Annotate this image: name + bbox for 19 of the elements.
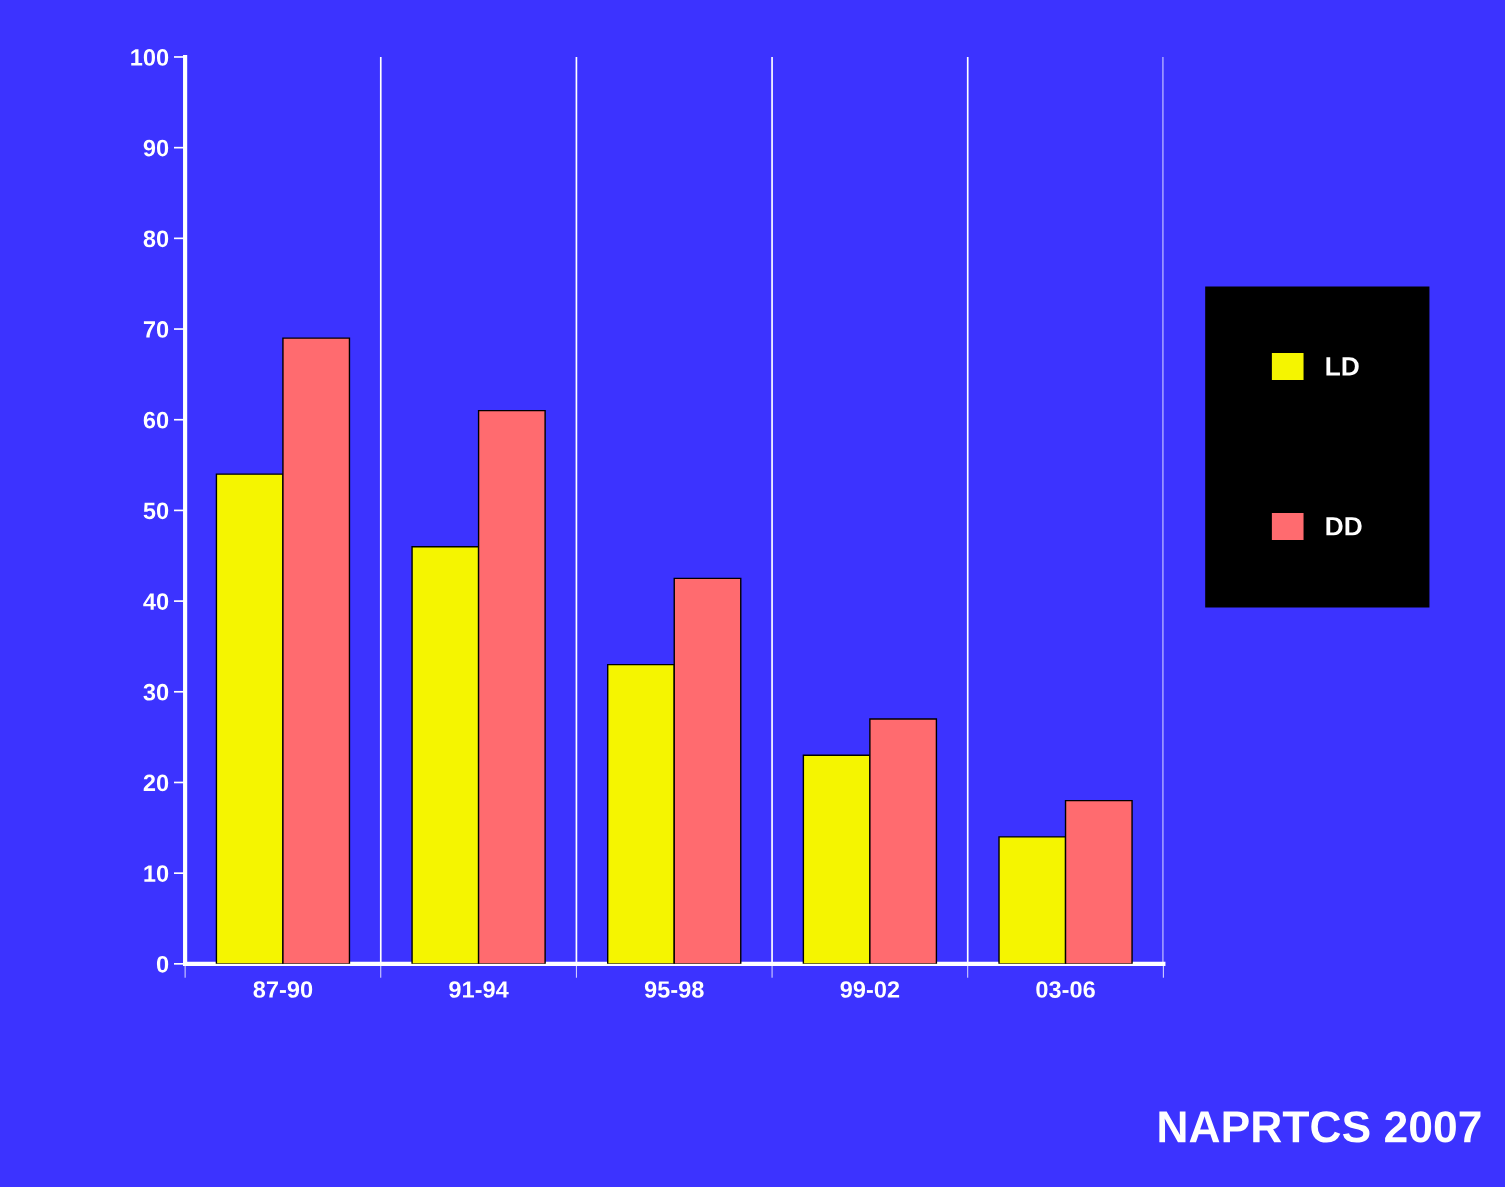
y-tick-label: 60 xyxy=(143,411,169,429)
legend-label: DD xyxy=(1326,517,1362,536)
x-tick-label: 87-90 xyxy=(253,981,313,998)
x-tick-label: 99-02 xyxy=(840,981,900,998)
y-tick-label: 20 xyxy=(143,774,169,792)
x-tick-label: 03-06 xyxy=(1036,981,1095,998)
y-tick-label: 10 xyxy=(144,865,169,882)
y-tick-label: 80 xyxy=(143,230,169,248)
y-tick-label: 40 xyxy=(143,593,169,610)
y-tick-label: 50 xyxy=(143,502,169,520)
text: NAPRTCS 2007 xyxy=(1159,1111,1481,1143)
x-tick-label: 91-94 xyxy=(449,981,509,998)
y-tick-label: 0 xyxy=(156,955,169,973)
y-tick-label: 100 xyxy=(131,49,169,66)
y-tick-label: 70 xyxy=(143,321,169,338)
x-tick-label: 95-98 xyxy=(644,981,704,998)
y-tick-label: 90 xyxy=(143,139,169,157)
y-tick-label: 30 xyxy=(143,683,169,701)
legend-label: LD xyxy=(1326,357,1359,376)
